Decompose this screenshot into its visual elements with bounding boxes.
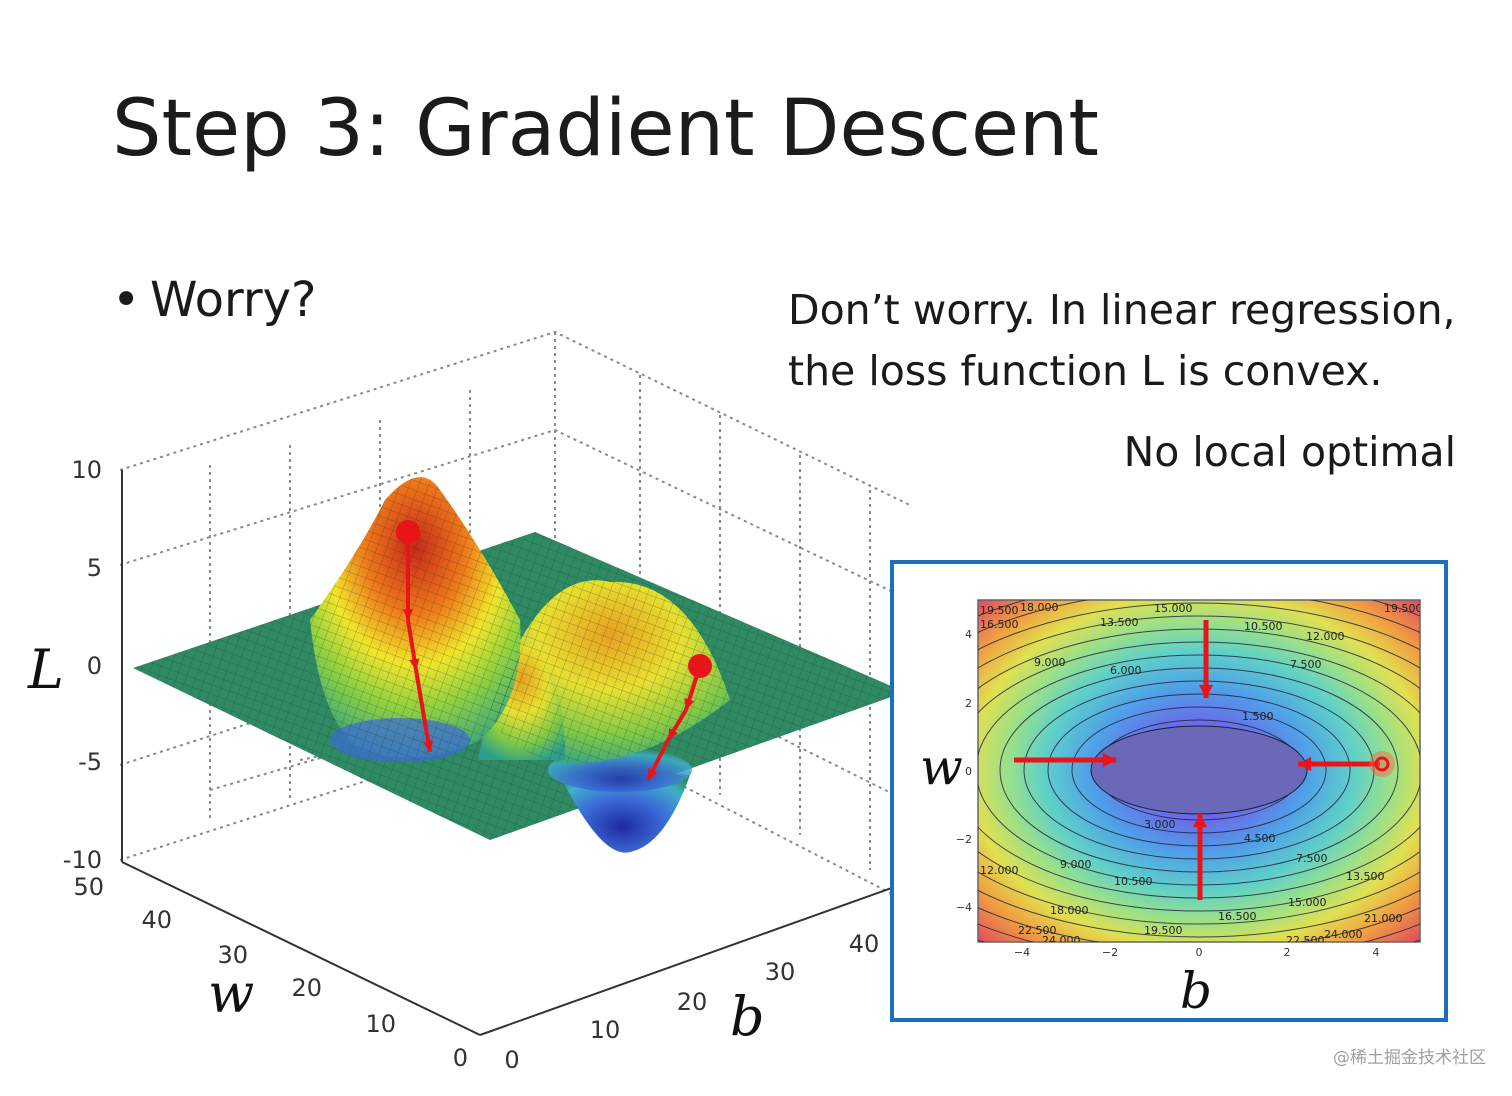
w-tick: 10 (365, 1010, 396, 1038)
w-axis-label: w (208, 962, 254, 1025)
z-tick: 0 (87, 652, 102, 680)
descent-step (414, 669, 432, 753)
contour-level-label: 13.500 (1100, 616, 1139, 629)
gradient-arrowhead (1192, 814, 1208, 828)
contour-line (978, 628, 1420, 912)
bullet-text: Worry? (150, 272, 317, 328)
b-tick: 30 (765, 958, 796, 986)
contour-panel: 19.500 18.000 16.500 13.500 15.000 10.500 12.0… (890, 560, 1448, 1022)
start-point-marker (1374, 756, 1390, 772)
bullet-dot-icon: • (112, 272, 141, 328)
contour-level-label: 7.500 (1290, 658, 1322, 671)
y-tick: 2 (965, 697, 972, 710)
contour-level-label: 24.000 (1042, 934, 1081, 947)
z-tick: -5 (78, 748, 102, 776)
contour-b-label: b (1180, 962, 1212, 1018)
descent-arrowhead (409, 658, 420, 670)
axis-lines (121, 470, 901, 1036)
contour-level-label: 7.500 (1296, 852, 1328, 865)
gradient-arrowhead (1102, 752, 1116, 768)
start-point-glow (1369, 751, 1395, 777)
z-tick: -10 (63, 846, 102, 874)
descent-arrowhead (423, 740, 434, 752)
contour-level-label: 10.500 (1244, 620, 1283, 633)
contour-level-label: 4.500 (1244, 832, 1276, 845)
w-tick: 20 (291, 974, 322, 1002)
contour-level-label: 10.500 (1114, 875, 1153, 888)
z-tick: 5 (87, 554, 102, 582)
contour-level-label: 22.500 (1286, 934, 1325, 947)
contour-level-label: 19.500 (1144, 924, 1183, 937)
contour-level-label: 19.500 (980, 604, 1019, 617)
watermark: @稀土掘金技术社区 (1333, 1048, 1486, 1068)
contour-level-label: 16.500 (980, 618, 1019, 631)
w-tick: 50 (73, 873, 104, 901)
contour-level-label: 15.000 (1288, 896, 1327, 909)
contour-minimum-region (1090, 725, 1308, 815)
b-tick: 40 (849, 930, 880, 958)
descent-arrowhead (668, 728, 679, 740)
surface-peak-mesh (310, 477, 521, 758)
contour-level-label: 9.000 (1034, 656, 1066, 669)
bullet-point: • Worry? (112, 272, 317, 328)
x-tick: 2 (1284, 946, 1291, 959)
gradient-arrowhead (1298, 756, 1312, 772)
x-tick: 0 (1196, 946, 1203, 959)
descent-paths (396, 520, 712, 781)
b-tick: 20 (677, 988, 708, 1016)
contour-level-label: 21.000 (1364, 912, 1403, 925)
contour-level-label: 13.500 (1346, 870, 1385, 883)
contour-line (978, 602, 1420, 938)
y-tick: −4 (956, 901, 972, 914)
gradient-arrowhead (1198, 684, 1214, 698)
z-axis-label: L (27, 638, 64, 701)
y-tick: 4 (965, 628, 972, 641)
contour-level-label: 6.000 (1110, 664, 1142, 677)
y-tick: 0 (965, 765, 972, 778)
b-tick: 0 (504, 1046, 519, 1074)
contour-level-label: 3.000 (1144, 818, 1176, 831)
note-line-1: Don’t worry. In linear regression, (788, 286, 1456, 334)
contour-level-label: 16.500 (1218, 910, 1257, 923)
y-tick: −2 (956, 833, 972, 846)
contour-line (978, 615, 1420, 925)
descent-arrowhead (648, 768, 658, 780)
b-tick: 10 (590, 1016, 621, 1044)
contour-w-label: w (920, 738, 963, 796)
contour-level-label: 24.000 (1324, 928, 1363, 941)
contour-level-label: 15.000 (1154, 602, 1193, 615)
contour-arrows (1014, 620, 1395, 900)
w-tick: 30 (217, 941, 248, 969)
contour-level-label: 12.000 (1306, 630, 1345, 643)
contour-level-label: 9.000 (1060, 858, 1092, 871)
contour-level-label: 19.500 (1384, 602, 1423, 615)
surface-plot: 10 5 0 -5 -10 50 40 30 20 10 0 0 10 20 3… (27, 330, 910, 1074)
contour-level-label: 18.000 (1050, 904, 1089, 917)
descent-arrowhead (684, 698, 695, 710)
contour-level-label: 12.000 (980, 864, 1019, 877)
descent-arrowhead (402, 609, 414, 620)
contour-level-label: 22.500 (1018, 924, 1057, 937)
note-line-2: the loss function L is convex. (788, 347, 1383, 395)
w-tick: 40 (141, 906, 172, 934)
b-axis-label: b (730, 985, 765, 1048)
convexity-note: Don’t worry. In linear regression, the l… (788, 280, 1456, 402)
slide-title: Step 3: Gradient Descent (112, 84, 1099, 174)
x-tick: 4 (1373, 946, 1380, 959)
x-tick: −4 (1014, 946, 1030, 959)
w-tick: 0 (453, 1044, 468, 1072)
surface-hump-mesh (490, 580, 730, 763)
contour-level-label: 18.000 (1020, 601, 1059, 614)
x-tick: −2 (1102, 946, 1118, 959)
contour-level-label: 1.500 (1242, 710, 1274, 723)
no-local-optimal-note: No local optimal (1123, 428, 1456, 476)
z-tick: 10 (71, 456, 102, 484)
